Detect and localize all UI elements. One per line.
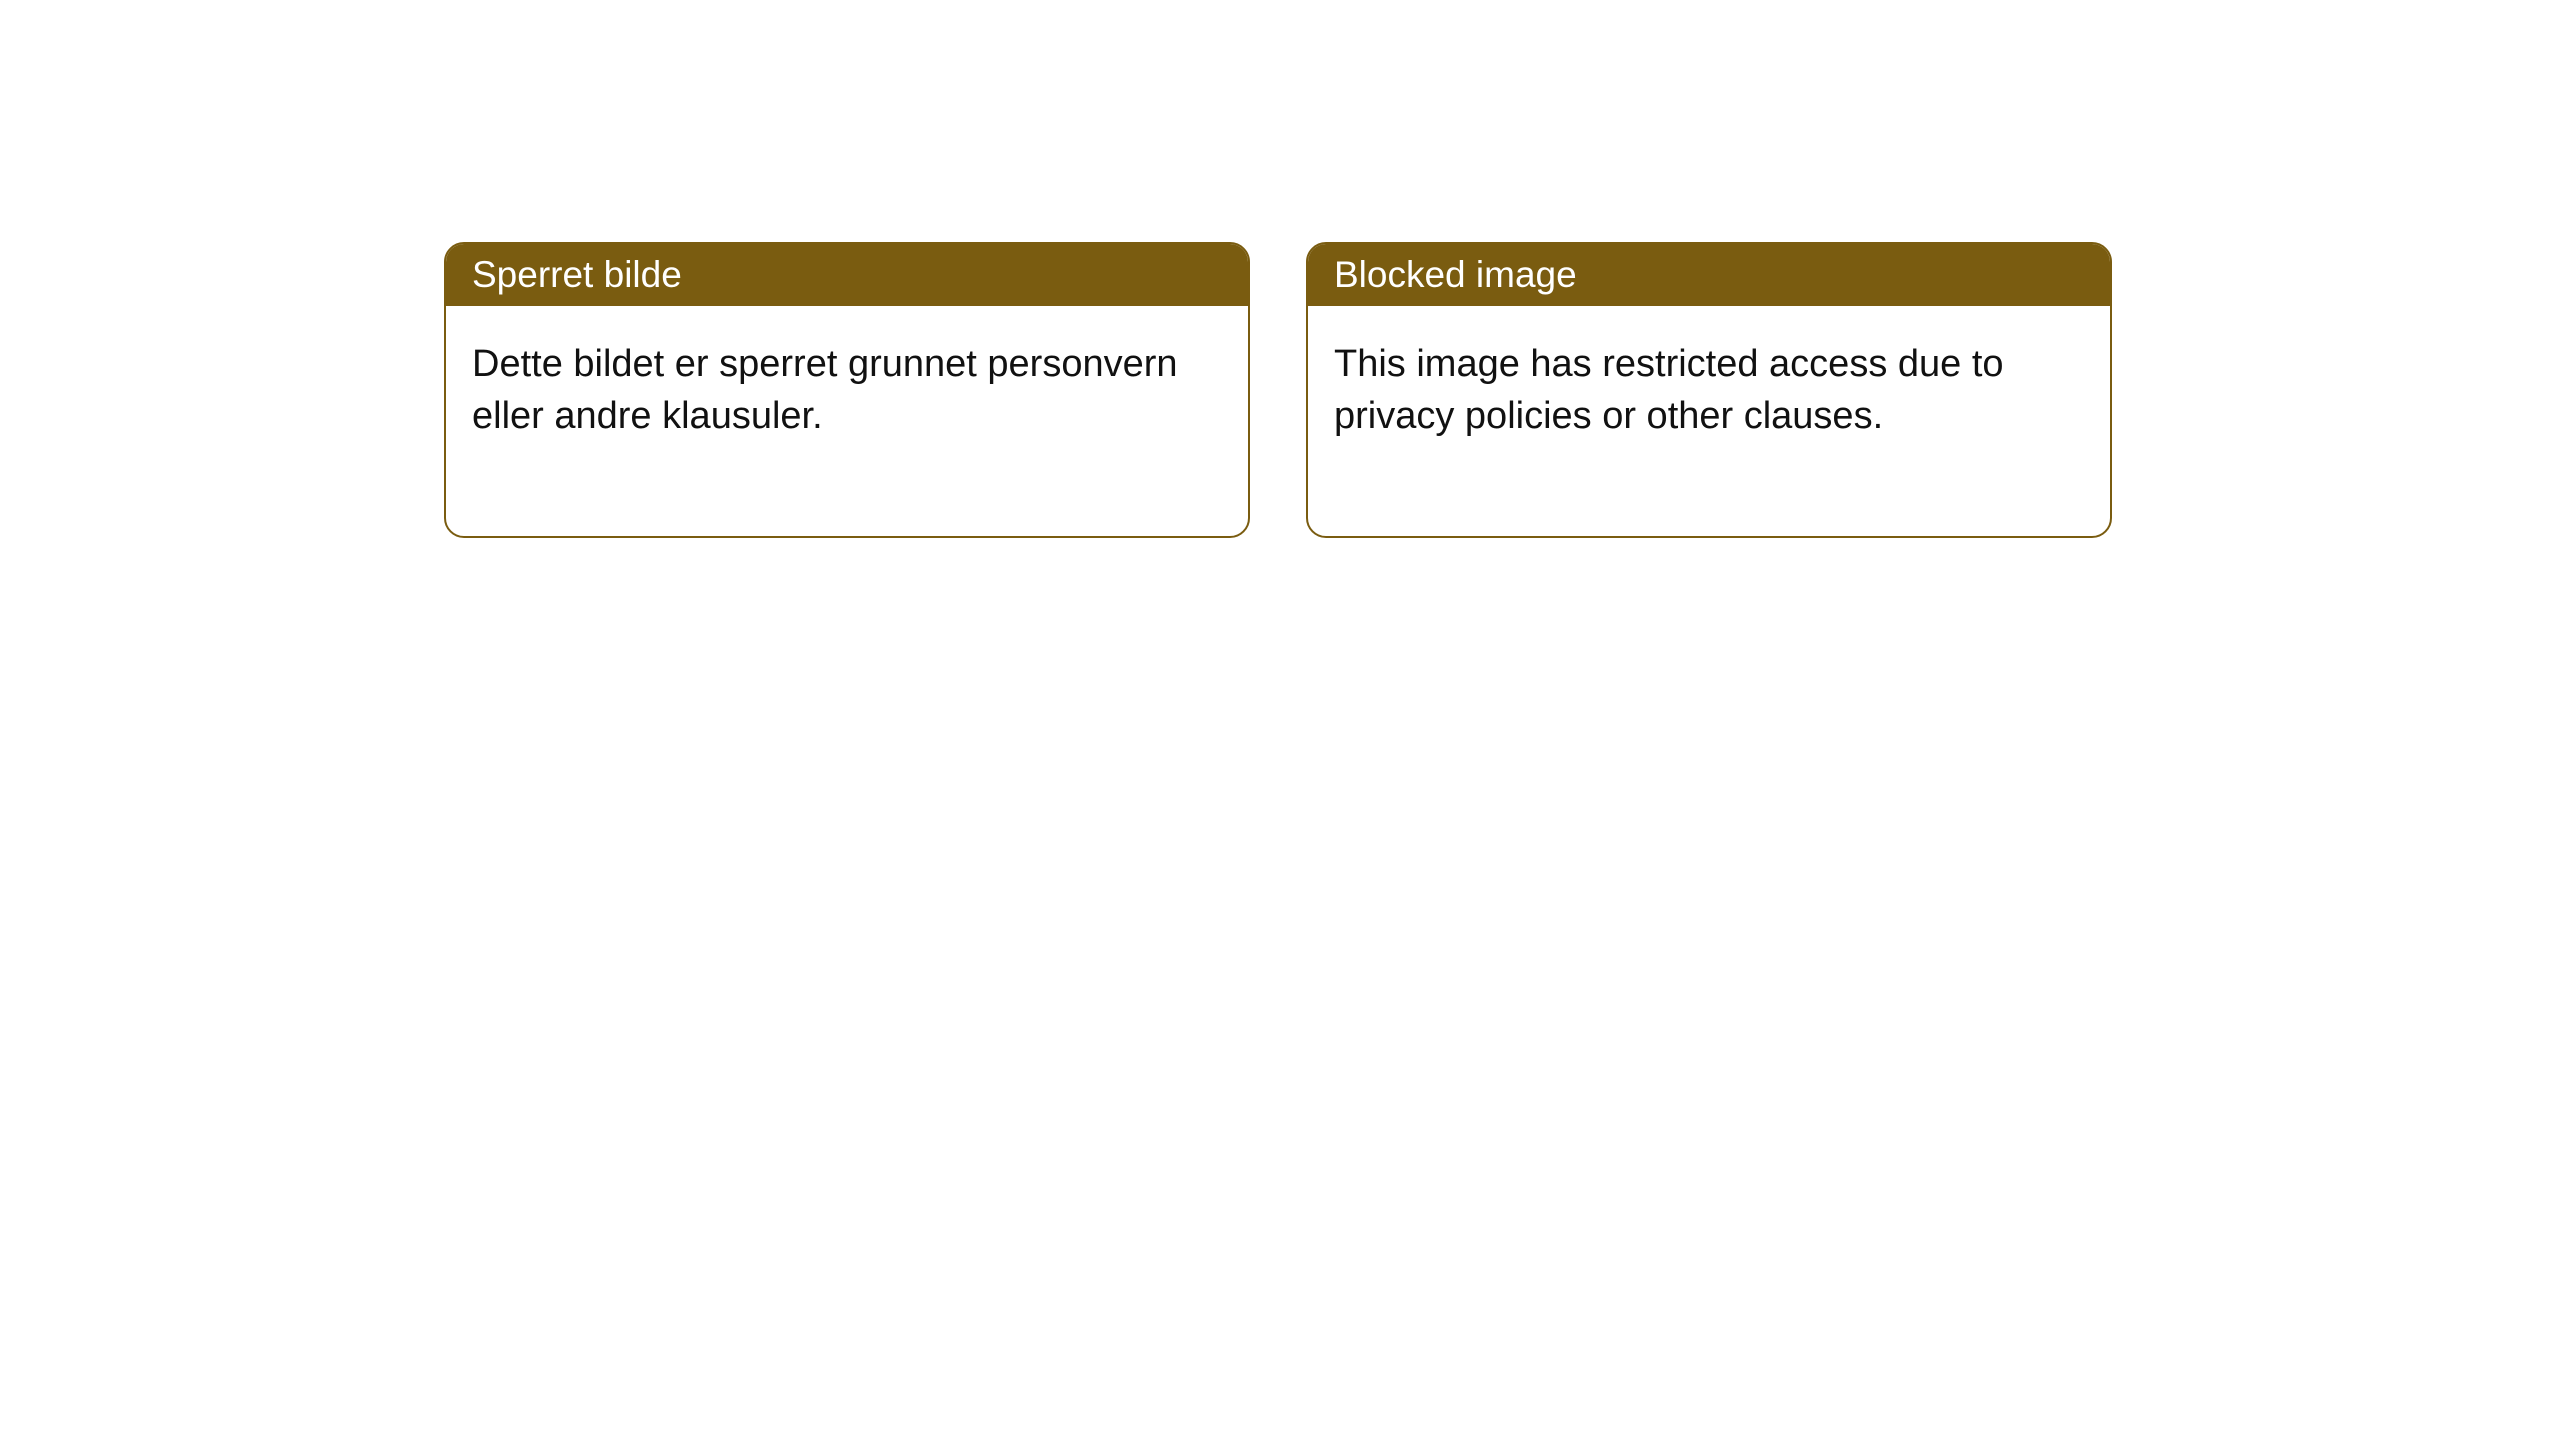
- notice-title: Blocked image: [1308, 244, 2110, 306]
- notice-body: Dette bildet er sperret grunnet personve…: [446, 306, 1248, 536]
- notice-card-norwegian: Sperret bilde Dette bildet er sperret gr…: [444, 242, 1250, 538]
- notice-body: This image has restricted access due to …: [1308, 306, 2110, 536]
- notice-card-english: Blocked image This image has restricted …: [1306, 242, 2112, 538]
- notice-container: Sperret bilde Dette bildet er sperret gr…: [0, 0, 2560, 538]
- notice-title: Sperret bilde: [446, 244, 1248, 306]
